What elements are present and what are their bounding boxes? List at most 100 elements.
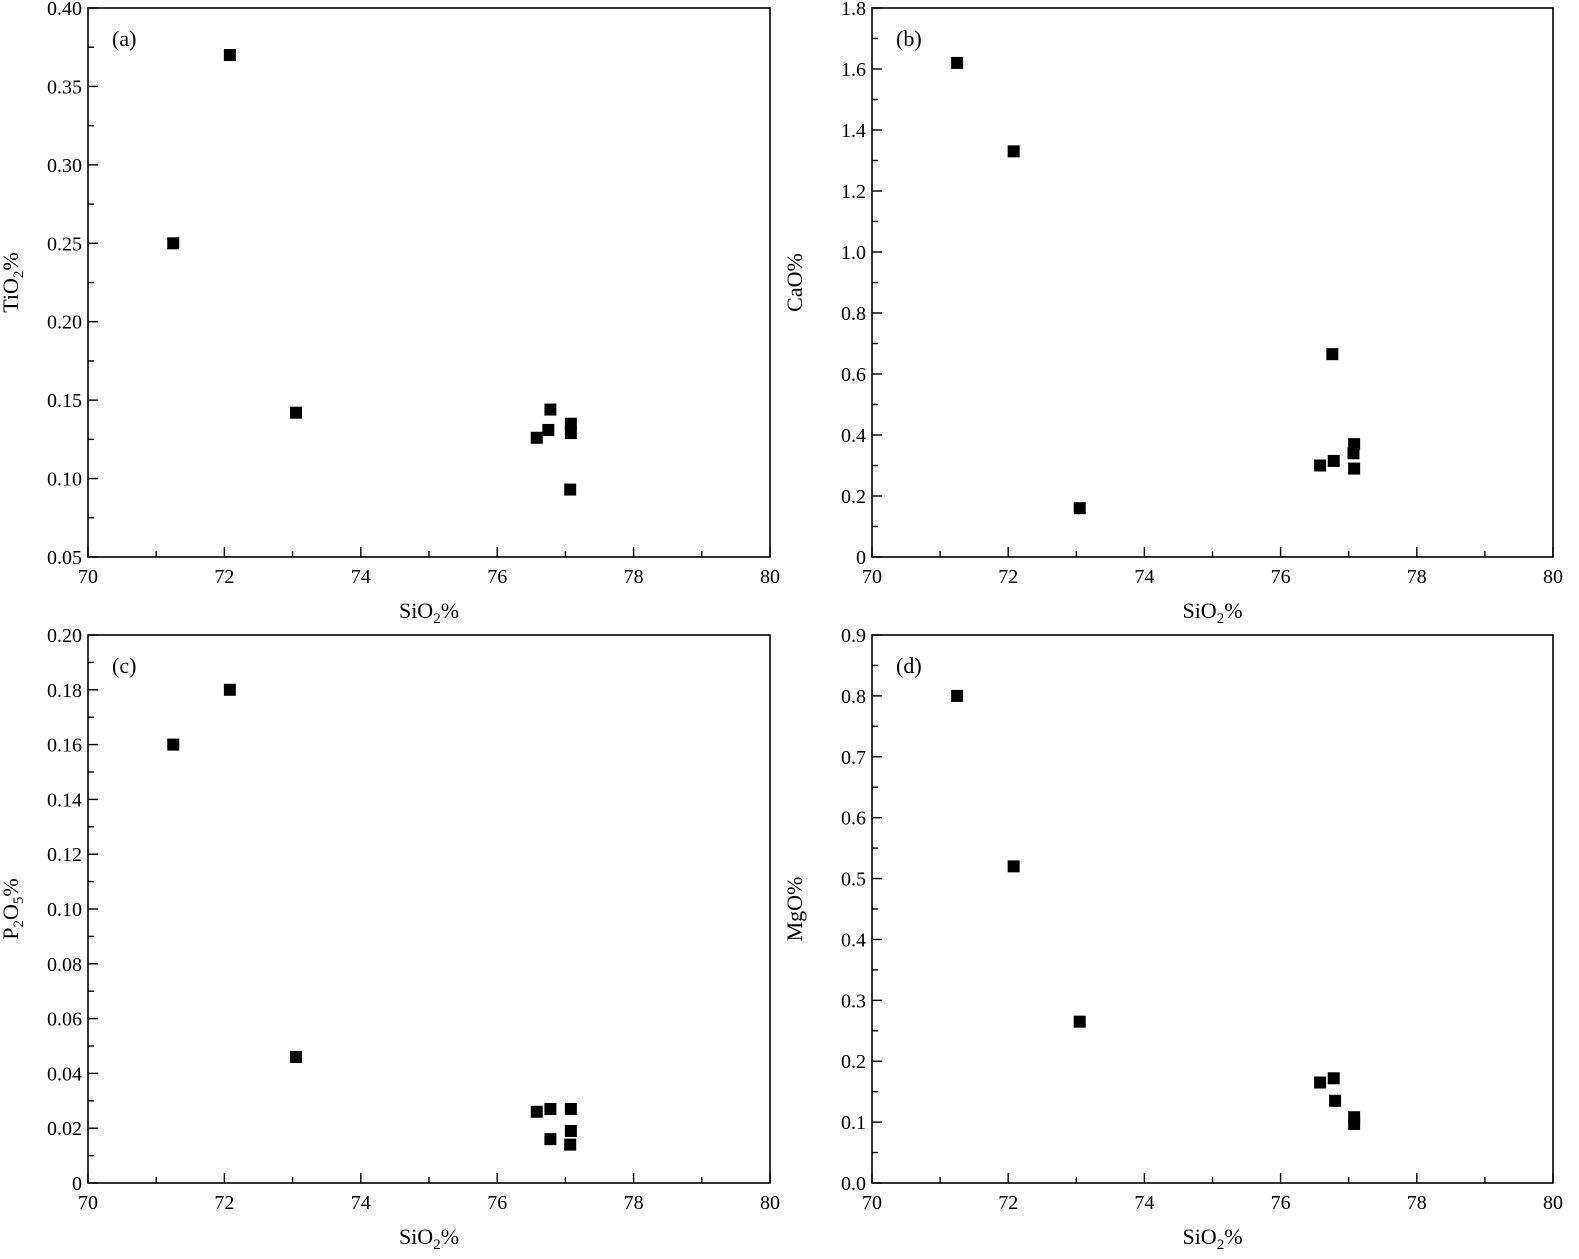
data-point xyxy=(564,1103,577,1116)
y-tick-label: 0.18 xyxy=(47,680,82,702)
plot-frame xyxy=(87,7,771,558)
x-axis-title: SiO2% xyxy=(399,598,459,627)
y-tick-label: 0.7 xyxy=(841,747,866,769)
x-tick-label: 78 xyxy=(624,566,644,588)
x-tick-label: 74 xyxy=(351,1192,371,1214)
y-tick-label: 0.5 xyxy=(841,869,866,891)
x-tick-label: 80 xyxy=(760,1192,780,1214)
x-tick-label: 76 xyxy=(487,1192,507,1214)
y-tick-label: 0.30 xyxy=(47,155,82,177)
data-point xyxy=(564,417,577,430)
y-tick-label: 0.10 xyxy=(47,899,82,921)
plot-frame xyxy=(871,634,1554,1184)
x-tick-label: 70 xyxy=(862,1192,882,1214)
y-tick-label: 0.05 xyxy=(47,547,82,569)
data-point xyxy=(1327,454,1340,467)
x-tick-label: 72 xyxy=(998,566,1018,588)
data-point xyxy=(223,49,236,62)
y-tick-label: 0.16 xyxy=(47,735,82,757)
y-tick-label: 0 xyxy=(856,547,866,569)
y-tick-label: 0.6 xyxy=(841,808,866,830)
data-point xyxy=(1348,438,1361,451)
data-point xyxy=(564,427,577,440)
x-tick-label: 76 xyxy=(1271,1192,1291,1214)
y-tick-label: 1.8 xyxy=(841,0,866,20)
y-tick-label: 0.9 xyxy=(841,625,866,647)
plot-frame xyxy=(871,7,1554,558)
data-point xyxy=(544,403,557,416)
y-tick-label: 0.35 xyxy=(47,76,82,98)
x-tick-label: 78 xyxy=(1407,1192,1427,1214)
data-point xyxy=(1348,462,1361,475)
x-tick-label: 72 xyxy=(998,1192,1018,1214)
y-tick-label: 0.12 xyxy=(47,844,82,866)
data-point xyxy=(544,1103,557,1116)
data-point xyxy=(564,483,577,496)
y-tick-label: 0.08 xyxy=(47,954,82,976)
x-tick-label: 70 xyxy=(78,566,98,588)
x-tick-label: 80 xyxy=(1543,566,1563,588)
y-tick-label: 0.15 xyxy=(47,390,82,412)
panel-a: 70 72 74 76 78 80 0.05 0.10 0.15 0.20 0.25 0.30 0.35… xyxy=(0,0,780,627)
data-point xyxy=(1326,348,1339,361)
y-tick-label: 0.02 xyxy=(47,1118,82,1140)
x-axis-title: SiO2% xyxy=(399,1224,459,1253)
y-tick-label: 0.8 xyxy=(841,686,866,708)
data-point xyxy=(1329,1094,1342,1107)
panel-label: (b) xyxy=(896,26,922,51)
x-tick-label: 76 xyxy=(487,566,507,588)
panel-c: 70 72 74 76 78 80 0 0.02 0.04 0.06 0.08 0.10 0.12 0.1… xyxy=(0,625,780,1253)
x-tick-label: 74 xyxy=(351,566,371,588)
x-tick-label: 70 xyxy=(862,566,882,588)
data-point xyxy=(1327,1072,1340,1085)
y-axis-title: MgO% xyxy=(782,877,807,942)
y-tick-label: 0.4 xyxy=(841,929,866,951)
data-point xyxy=(530,431,543,444)
y-tick-label: 0.10 xyxy=(47,469,82,491)
panel-d: 70 72 74 76 78 80 0.0 0.1 0.2 0.3 0.4 0.5 0.6 0.7 0.8 0… xyxy=(782,625,1563,1253)
x-tick-label: 80 xyxy=(1543,1192,1563,1214)
y-tick-label: 1.0 xyxy=(841,242,866,264)
y-tick-label: 1.4 xyxy=(841,120,866,142)
x-tick-label: 76 xyxy=(1271,566,1291,588)
y-tick-label: 0.40 xyxy=(47,0,82,20)
x-tick-label: 74 xyxy=(1134,1192,1154,1214)
y-tick-label: 0.20 xyxy=(47,625,82,647)
data-point xyxy=(951,56,964,69)
data-point xyxy=(1347,447,1360,460)
panel-label: (c) xyxy=(112,653,136,678)
data-point xyxy=(1007,145,1020,158)
panel-label: (d) xyxy=(896,653,922,678)
y-axis-title: TiO2% xyxy=(0,252,27,313)
y-axis-title: CaO% xyxy=(782,253,807,312)
data-point xyxy=(223,683,236,696)
x-tick-label: 80 xyxy=(760,566,780,588)
data-point xyxy=(1007,860,1020,873)
y-tick-label: 0.2 xyxy=(841,1051,866,1073)
data-point xyxy=(951,689,964,702)
x-tick-label: 72 xyxy=(214,566,234,588)
y-axis-title: P2O5% xyxy=(0,878,27,939)
y-tick-label: 0 xyxy=(72,1173,82,1195)
data-point xyxy=(542,423,555,436)
y-tick-label: 0.6 xyxy=(841,364,866,386)
y-tick-label: 1.2 xyxy=(841,181,866,203)
x-tick-label: 78 xyxy=(1407,566,1427,588)
y-tick-label: 0.2 xyxy=(841,486,866,508)
data-point xyxy=(1314,1076,1327,1089)
y-tick-label: 0.4 xyxy=(841,425,866,447)
data-point xyxy=(1073,1015,1086,1028)
y-tick-label: 1.6 xyxy=(841,59,866,81)
data-point xyxy=(290,1050,303,1063)
data-point xyxy=(1073,502,1086,515)
data-point xyxy=(1348,1117,1361,1130)
data-point xyxy=(564,1138,577,1151)
data-point xyxy=(530,1105,543,1118)
y-tick-label: 0.0 xyxy=(841,1173,866,1195)
y-tick-label: 0.04 xyxy=(47,1063,82,1085)
x-tick-label: 70 xyxy=(78,1192,98,1214)
y-tick-label: 0.14 xyxy=(47,789,82,811)
x-tick-label: 74 xyxy=(1134,566,1154,588)
x-axis-title: SiO2% xyxy=(1182,598,1242,627)
